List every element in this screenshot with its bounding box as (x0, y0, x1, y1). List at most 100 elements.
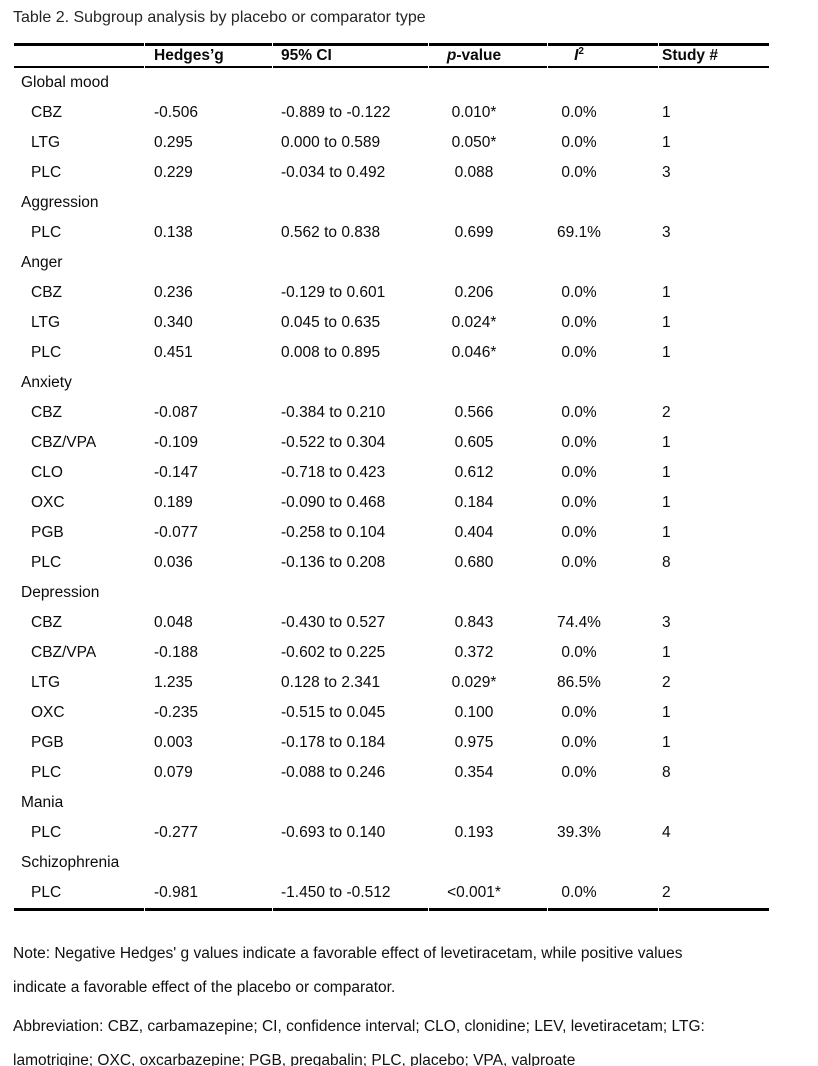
cell-study-count: 8 (662, 764, 671, 781)
abbreviation-paragraph: Abbreviation: CBZ, carbamazepine; CI, co… (13, 1010, 806, 1066)
cell-comparator: CBZ/VPA (31, 434, 97, 451)
cell-ci: -0.522 to 0.304 (281, 434, 386, 451)
table-header-row: Hedges’g 95% CI p-value I2 Study # (14, 43, 769, 68)
cell-comparator: OXC (31, 494, 65, 511)
cell-ci: 0.562 to 0.838 (281, 224, 381, 241)
cell-comparator: PLC (31, 554, 62, 571)
header-hedges-g: Hedges’g (145, 43, 272, 68)
table-row: PLC 0.036 -0.136 to 0.208 0.680 0.0% 8 (14, 548, 769, 578)
cell-i-squared: 0.0% (561, 164, 597, 181)
cell-i-squared: 0.0% (561, 554, 597, 571)
cell-ci: -0.088 to 0.246 (281, 764, 386, 781)
cell-i-squared: 0.0% (561, 314, 597, 331)
cell-p-value: 0.354 (454, 764, 494, 781)
note-line: lamotrigine; OXC, oxcarbazepine; PGB, pr… (13, 1052, 576, 1066)
table-section-row: Mania (14, 788, 769, 818)
table-row: PLC 0.229 -0.034 to 0.492 0.088 0.0% 3 (14, 158, 769, 188)
cell-hedges-g: -0.077 (154, 524, 198, 541)
cell-comparator: PLC (31, 764, 62, 781)
cell-hedges-g: 0.036 (154, 554, 193, 571)
cell-p-value: 0.843 (454, 614, 494, 631)
section-label: Global mood (21, 74, 109, 91)
cell-i-squared: 0.0% (561, 404, 597, 421)
cell-hedges-g: 0.451 (154, 344, 193, 361)
cell-hedges-g: 0.236 (154, 284, 193, 301)
cell-i-squared: 0.0% (561, 284, 597, 301)
cell-comparator: LTG (31, 674, 60, 691)
table-section-row: Anger (14, 248, 769, 278)
cell-p-value: <0.001* (429, 878, 547, 911)
cell-hedges-g: 0.003 (154, 734, 193, 751)
cell-ci: -0.889 to -0.122 (281, 104, 391, 121)
section-label: Depression (21, 584, 100, 601)
cell-p-value: 0.206 (454, 284, 494, 301)
cell-ci: -0.602 to 0.225 (281, 644, 386, 661)
table-notes: Note: Negative Hedges' g values indicate… (13, 937, 806, 1066)
cell-study-count: 1 (662, 524, 671, 541)
cell-ci: -0.129 to 0.601 (281, 284, 386, 301)
cell-p-value: 0.010* (451, 104, 497, 121)
section-label: Anger (21, 254, 63, 271)
cell-study-count: 3 (662, 164, 671, 181)
cell-comparator: CBZ (31, 104, 62, 121)
cell-ci: -0.090 to 0.468 (281, 494, 386, 511)
cell-i-squared: 0.0% (561, 734, 597, 751)
table-row: PLC 0.079 -0.088 to 0.246 0.354 0.0% 8 (14, 758, 769, 788)
cell-i-squared: 0.0% (561, 644, 597, 661)
cell-hedges-g: -0.277 (154, 824, 198, 841)
cell-ci: -0.515 to 0.045 (281, 704, 386, 721)
cell-p-value: 0.975 (454, 734, 494, 751)
cell-hedges-g: -0.981 (145, 878, 272, 911)
table-section-row: Aggression (14, 188, 769, 218)
cell-study-count: 1 (662, 284, 671, 301)
table-row: OXC -0.235 -0.515 to 0.045 0.100 0.0% 1 (14, 698, 769, 728)
note-line: Abbreviation: CBZ, carbamazepine; CI, co… (13, 1018, 705, 1035)
table-row: PLC 0.138 0.562 to 0.838 0.699 69.1% 3 (14, 218, 769, 248)
cell-study-count: 2 (662, 674, 671, 691)
header-empty (14, 43, 144, 68)
cell-p-value: 0.088 (454, 164, 494, 181)
table-section-row: Anxiety (14, 368, 769, 398)
cell-ci: -0.693 to 0.140 (281, 824, 386, 841)
cell-study-count: 1 (662, 314, 671, 331)
cell-ci: -1.450 to -0.512 (273, 878, 428, 911)
header-study-count: Study # (659, 43, 769, 68)
table-section-row: Depression (14, 578, 769, 608)
cell-ci: 0.045 to 0.635 (281, 314, 381, 331)
cell-study-count: 2 (662, 404, 671, 421)
cell-i-squared: 0.0% (561, 434, 597, 451)
cell-ci: -0.430 to 0.527 (281, 614, 386, 631)
cell-study-count: 3 (662, 614, 671, 631)
cell-ci: -0.136 to 0.208 (281, 554, 386, 571)
cell-hedges-g: 0.048 (154, 614, 193, 631)
table-row: PLC 0.451 0.008 to 0.895 0.046* 0.0% 1 (14, 338, 769, 368)
cell-comparator: LTG (31, 314, 60, 331)
cell-ci: -0.178 to 0.184 (281, 734, 386, 751)
table-row: CBZ/VPA -0.188 -0.602 to 0.225 0.372 0.0… (14, 638, 769, 668)
cell-ci: -0.718 to 0.423 (281, 464, 386, 481)
cell-study-count: 2 (659, 878, 769, 911)
cell-comparator: PLC (31, 164, 62, 181)
cell-p-value: 0.184 (454, 494, 494, 511)
cell-comparator: PLC (31, 824, 62, 841)
table-row: CBZ -0.087 -0.384 to 0.210 0.566 0.0% 2 (14, 398, 769, 428)
cell-study-count: 1 (662, 134, 671, 151)
cell-p-value: 0.046* (451, 344, 497, 361)
table-row: CBZ/VPA -0.109 -0.522 to 0.304 0.605 0.0… (14, 428, 769, 458)
cell-hedges-g: 0.189 (154, 494, 193, 511)
section-label: Aggression (21, 194, 99, 211)
cell-p-value: 0.372 (454, 644, 494, 661)
cell-hedges-g: -0.235 (154, 704, 198, 721)
header-ci: 95% CI (273, 43, 428, 68)
cell-hedges-g: -0.506 (154, 104, 198, 121)
cell-i-squared: 0.0% (561, 704, 597, 721)
header-i-squared: I2 (548, 43, 658, 68)
table-row: PLC -0.981 -1.450 to -0.512 <0.001* 0.0%… (14, 878, 769, 911)
cell-ci: 0.128 to 2.341 (281, 674, 381, 691)
cell-i-squared: 0.0% (561, 104, 597, 121)
cell-study-count: 1 (662, 104, 671, 121)
cell-comparator: CBZ (31, 614, 62, 631)
cell-hedges-g: 0.229 (154, 164, 193, 181)
cell-p-value: 0.680 (454, 554, 494, 571)
cell-i-squared: 39.3% (557, 824, 601, 841)
